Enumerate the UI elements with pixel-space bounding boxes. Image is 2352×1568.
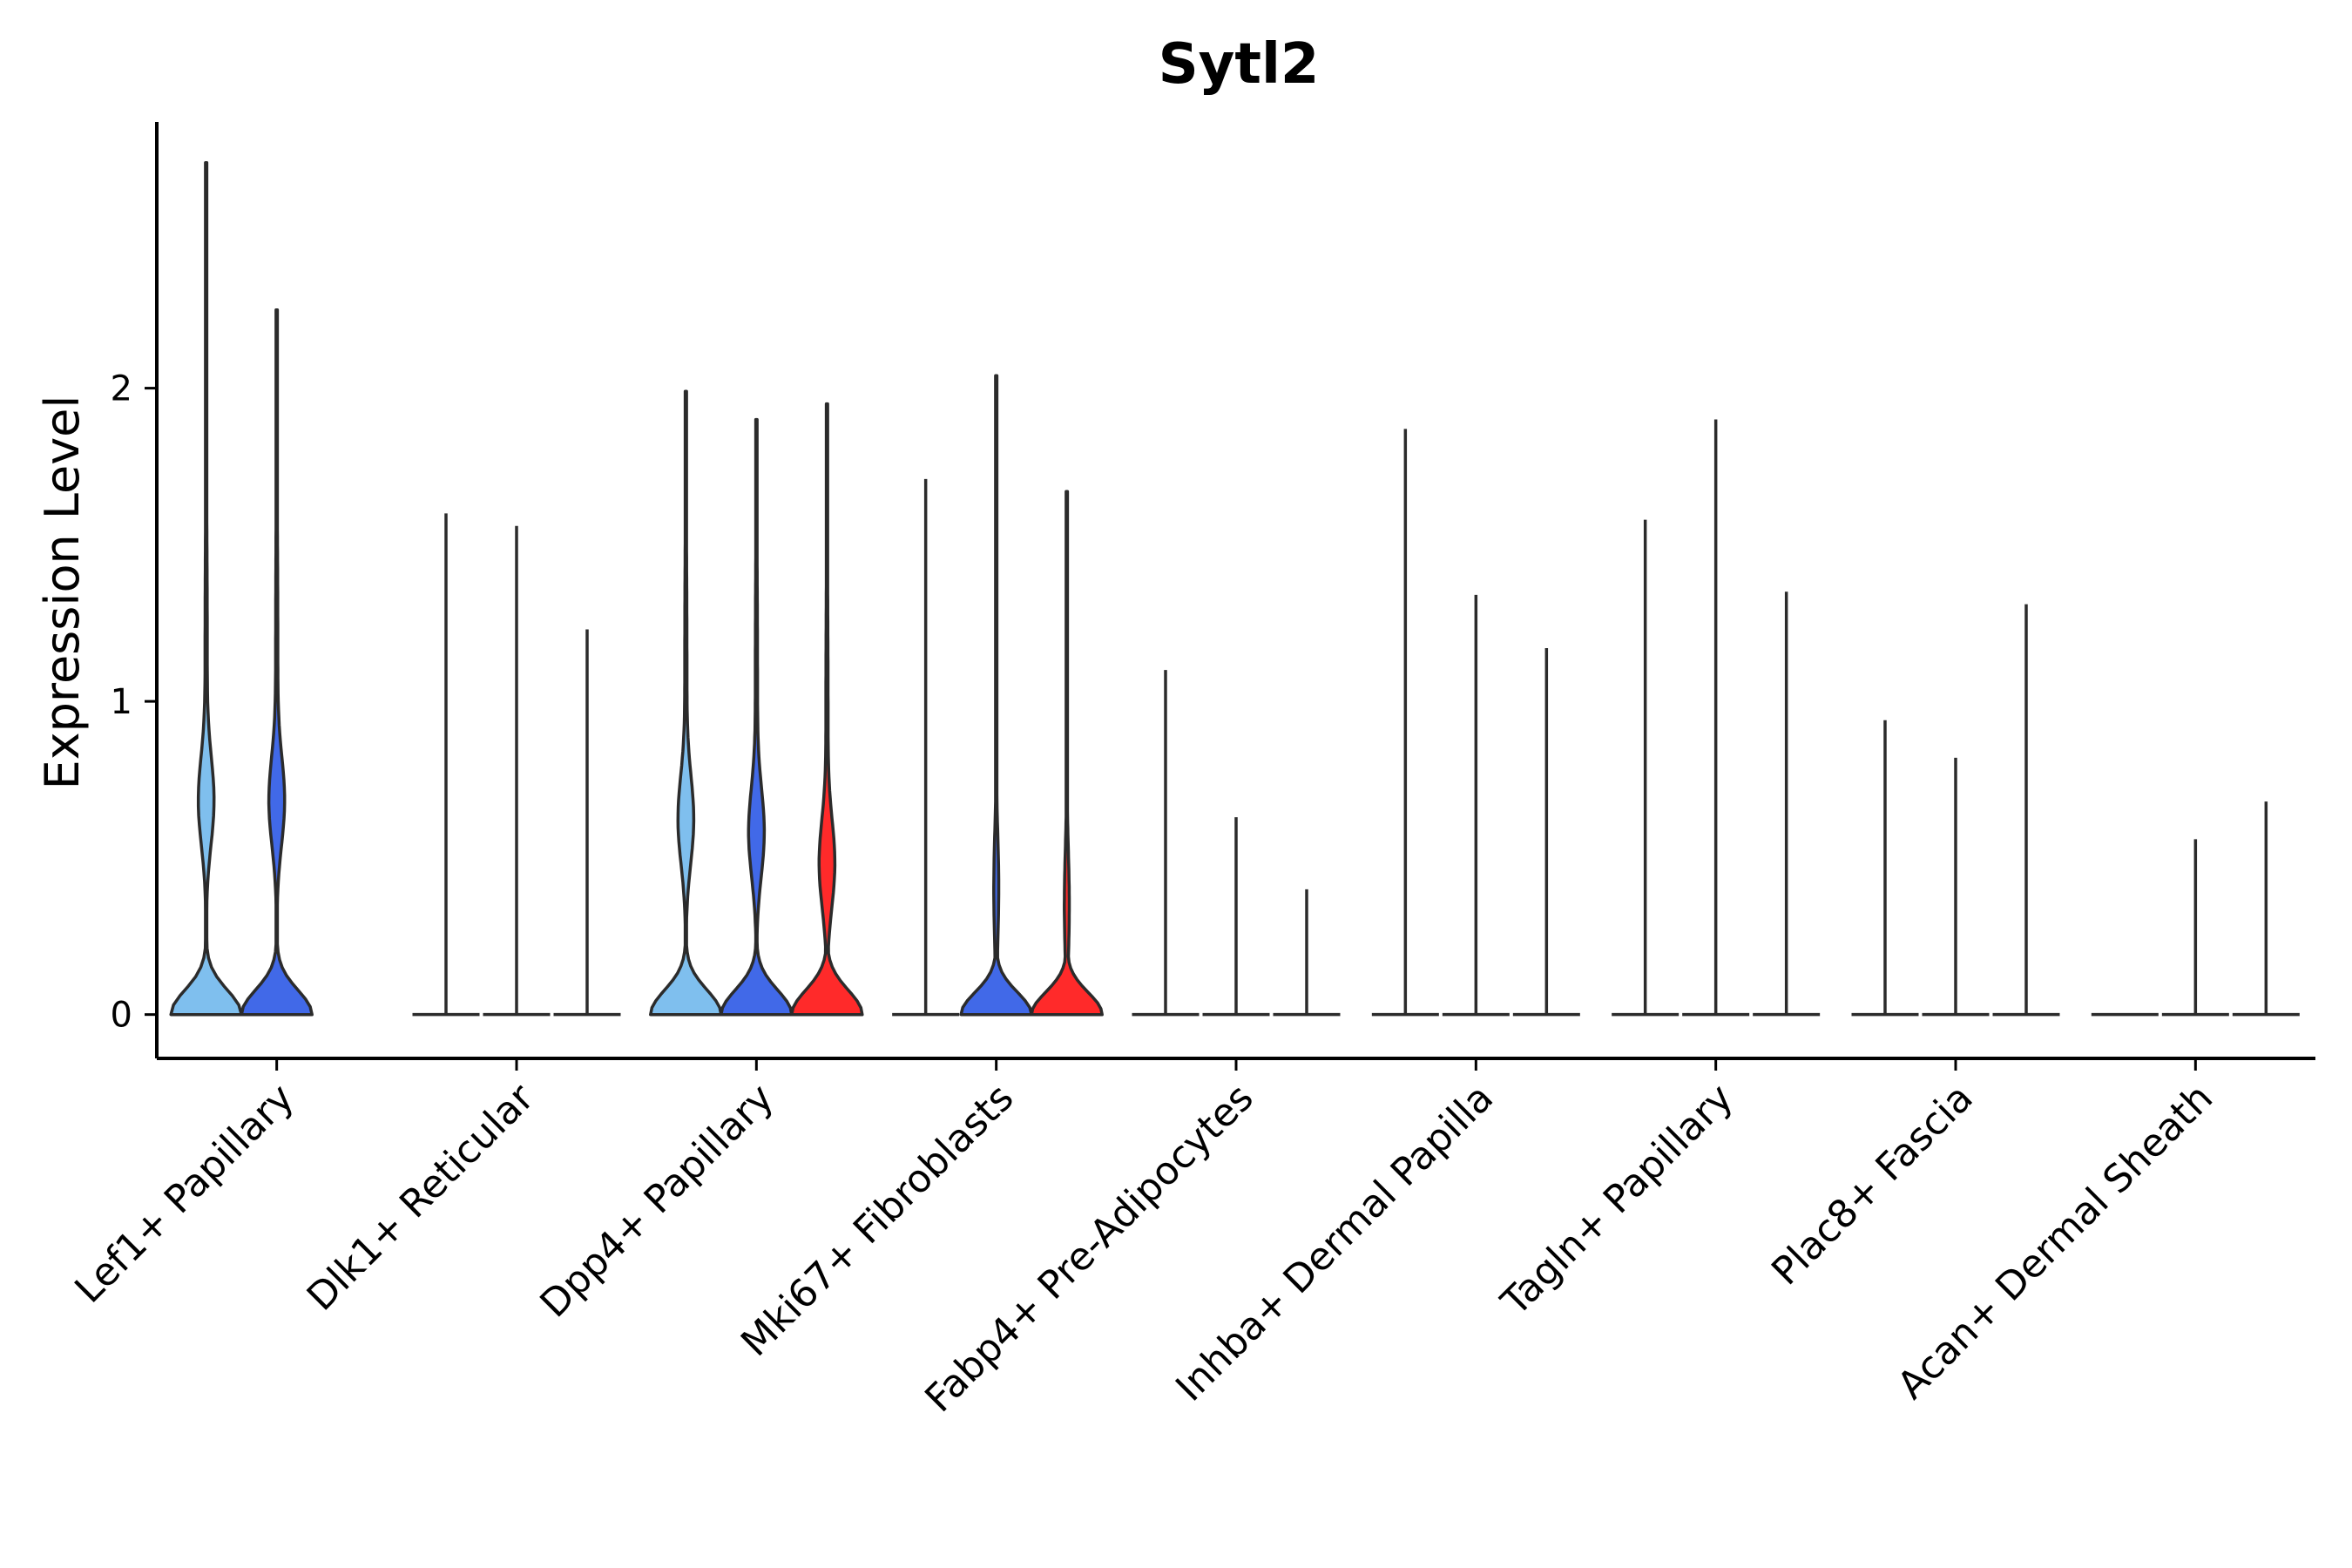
x-category-label: Tagln+ Papillary: [1492, 1076, 1741, 1325]
x-category-label: Plac8+ Fascia: [1763, 1076, 1982, 1294]
x-category-label: Dlk1+ Reticular: [299, 1075, 544, 1320]
chart-title: Sytl2: [1159, 32, 1320, 97]
violin: [169, 160, 243, 1017]
violin: [649, 389, 723, 1017]
y-tick-label: 0: [111, 996, 132, 1036]
violin: [240, 308, 314, 1017]
violin: [1030, 490, 1104, 1017]
x-category-label: Mki67+ Fibroblasts: [733, 1076, 1022, 1365]
violin: [790, 402, 864, 1017]
x-category-label: Dpp4+ Papillary: [531, 1076, 782, 1327]
x-category-label: Lef1+ Papillary: [66, 1076, 302, 1312]
y-axis-label: Expression Level: [35, 395, 90, 790]
y-tick-label: 1: [111, 682, 132, 722]
violin: [720, 417, 794, 1017]
y-tick-label: 2: [111, 369, 132, 409]
violin: [959, 374, 1033, 1017]
